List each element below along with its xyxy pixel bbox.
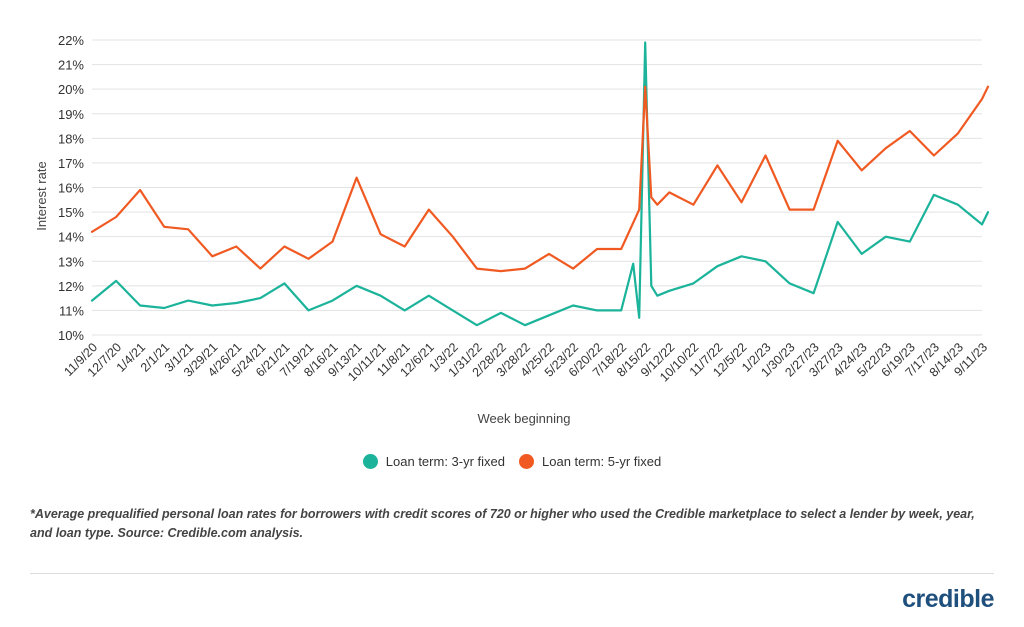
y-tick-label: 22% (58, 33, 84, 48)
series-line-5yr (90, 85, 990, 273)
y-tick-label: 14% (58, 230, 84, 245)
legend-marker-5yr (519, 454, 534, 469)
gridlines (92, 39, 982, 336)
y-tick-label: 10% (58, 328, 84, 343)
series-line-3yr (90, 41, 990, 327)
credible-logo[interactable]: credible (902, 585, 994, 613)
y-axis-ticks: 10% 11% 12% 13% 14% 15% 16% 17% 18% 19% 20% 21% 22% (58, 33, 84, 343)
y-tick-label: 18% (58, 131, 84, 146)
y-tick-label: 17% (58, 156, 84, 171)
legend-label-3yr: Loan term: 3-yr fixed (385, 454, 505, 469)
y-tick-label: 12% (58, 279, 84, 294)
y-tick-label: 15% (58, 205, 84, 220)
y-tick-label: 21% (58, 58, 84, 73)
legend-marker-3yr (362, 454, 378, 469)
chart-footnote: *Average prequalified personal loan rate… (30, 507, 975, 540)
y-tick-label: 20% (58, 82, 84, 97)
chart-legend: Loan term: 3-yr fixed Loan term: 5-yr fi… (0, 454, 1024, 469)
y-axis-title: Interest rate (34, 161, 49, 230)
footer-divider (30, 573, 994, 574)
x-axis-ticks: 11/9/2012/7/201/4/212/1/213/1/213/29/214… (61, 340, 990, 384)
legend-label-5yr: Loan term: 5-yr fixed (542, 454, 662, 469)
series-lines (90, 41, 990, 327)
y-tick-label: 11% (59, 303, 84, 318)
y-tick-label: 19% (58, 107, 84, 122)
legend-item-5yr[interactable]: Loan term: 5-yr fixed (519, 454, 661, 469)
x-axis-title: Week beginning (478, 411, 571, 426)
legend-item-3yr[interactable]: Loan term: 3-yr fixed (362, 454, 505, 469)
y-tick-label: 16% (58, 181, 84, 196)
y-tick-label: 13% (58, 254, 84, 269)
line-chart: 10%11%12%13%14%15%16%17%18%19%20%21%22% … (34, 33, 990, 426)
